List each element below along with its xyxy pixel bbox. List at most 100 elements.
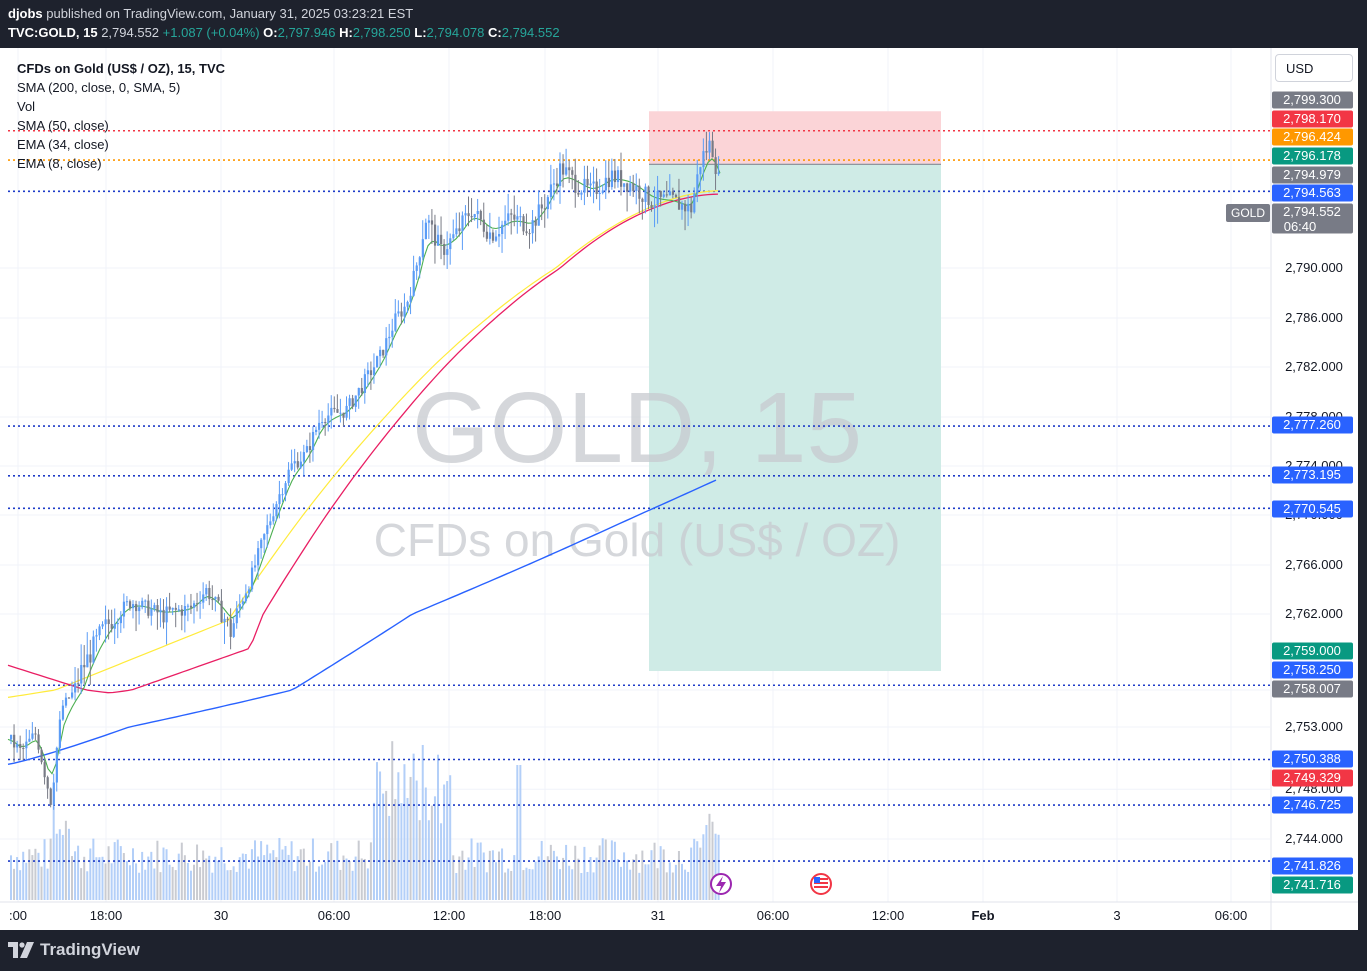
- volume-bar: [559, 869, 561, 900]
- candle: [241, 597, 244, 610]
- candle: [498, 216, 501, 248]
- volume-bar: [110, 863, 113, 900]
- candle: [238, 594, 241, 618]
- volume-bar: [620, 866, 622, 900]
- candle: [55, 746, 58, 792]
- candle: [360, 377, 363, 397]
- volume-bar: [409, 776, 412, 900]
- candle: [159, 598, 162, 628]
- volume-bar: [202, 850, 205, 900]
- legend-item-ema34[interactable]: EMA (34, close): [17, 137, 109, 152]
- candle: [677, 178, 681, 210]
- candle: [324, 418, 327, 436]
- candle: [281, 488, 284, 503]
- candle: [653, 186, 656, 228]
- candle: [662, 190, 665, 199]
- candle-body: [254, 565, 257, 568]
- volume-bar: [379, 771, 382, 900]
- candle: [113, 608, 116, 644]
- candle-body: [705, 151, 708, 153]
- legend-item-ema8[interactable]: EMA (8, close): [17, 156, 102, 171]
- candle-body: [10, 734, 13, 740]
- candle-body: [311, 431, 315, 451]
- candle: [305, 439, 309, 454]
- candle-body: [339, 412, 342, 414]
- volume-bar: [623, 852, 626, 900]
- candle-body: [501, 224, 504, 234]
- currency-selector[interactable]: USD: [1275, 54, 1353, 82]
- volume-bar: [318, 866, 321, 900]
- price-label-text: 2,794.979: [1283, 167, 1341, 182]
- price-label: 2,770.545: [1272, 500, 1353, 518]
- candle-body: [269, 521, 272, 526]
- open-label: O:: [263, 25, 278, 40]
- symbol-tag: GOLD: [1226, 204, 1270, 222]
- candle: [430, 209, 434, 244]
- candle: [397, 300, 400, 317]
- legend-item-sma200[interactable]: SMA (200, close, 0, SMA, 5): [17, 80, 181, 95]
- candle-body: [174, 607, 177, 610]
- time-axis: :00 18:00 30 06:00 12:00 18:00 31 06:00 12:00 Feb…: [9, 908, 1247, 923]
- legend-item-vol[interactable]: Vol: [17, 99, 36, 114]
- volume-bar: [150, 851, 153, 900]
- candle-body: [193, 603, 196, 608]
- candle-body: [494, 236, 498, 241]
- candle: [330, 395, 333, 429]
- candle: [119, 611, 122, 633]
- volume-bar: [635, 854, 638, 900]
- volume-bar: [339, 869, 342, 900]
- candle-body: [144, 600, 147, 602]
- candle: [641, 197, 644, 220]
- brand-text: TradingView: [40, 940, 140, 959]
- volume-bar: [403, 764, 406, 900]
- price-label: 2,777.260: [1272, 416, 1353, 434]
- candle-body: [211, 599, 214, 601]
- candle-body: [272, 516, 275, 522]
- price-tick-label: 2,753.000: [1285, 719, 1343, 734]
- volume-bar: [171, 866, 174, 900]
- candle: [415, 262, 418, 280]
- price-label-text: 2,773.195: [1283, 467, 1341, 482]
- take-profit-zone[interactable]: [649, 164, 941, 671]
- candle-body: [321, 422, 324, 424]
- legend-item-sma50[interactable]: SMA (50, close): [17, 118, 109, 133]
- price-label: 2,741.826: [1272, 857, 1353, 875]
- volume-bar: [293, 871, 296, 900]
- volume-bar: [427, 820, 430, 900]
- publisher-name[interactable]: djobs: [8, 6, 43, 21]
- us-flag-event-icon[interactable]: [810, 873, 832, 895]
- volume-bar: [668, 862, 671, 900]
- candle: [327, 403, 330, 432]
- candle-body: [537, 204, 540, 226]
- volume-bar: [40, 866, 43, 900]
- candle-body: [595, 181, 598, 194]
- candle-body: [437, 234, 440, 246]
- stop-loss-zone[interactable]: [649, 111, 941, 164]
- price-label: 2,773.195: [1272, 466, 1353, 484]
- candle-body: [504, 220, 507, 225]
- volume-bar: [629, 869, 632, 900]
- candle-body: [403, 306, 406, 317]
- candle-body: [223, 618, 226, 623]
- candle: [46, 775, 49, 799]
- candle: [141, 597, 144, 610]
- earnings-event-icon[interactable]: [710, 873, 732, 895]
- candle-body: [485, 231, 488, 239]
- candle-body: [391, 330, 394, 337]
- volume-bar: [235, 871, 238, 900]
- candle-body: [376, 356, 379, 368]
- position-tool: [649, 111, 941, 671]
- legend-title[interactable]: CFDs on Gold (US$ / OZ), 15, TVC: [17, 61, 226, 76]
- candle-body: [513, 214, 516, 220]
- volume-bar: [128, 865, 131, 900]
- candle-body: [165, 606, 168, 623]
- candle: [351, 394, 354, 410]
- price-label-bg: [1272, 147, 1353, 165]
- candle-body: [366, 370, 370, 375]
- volume-bar: [525, 867, 528, 900]
- candle-body: [476, 210, 479, 215]
- candle: [311, 426, 315, 462]
- tradingview-logo[interactable]: TradingView: [8, 940, 140, 960]
- candle-body: [16, 743, 19, 748]
- candle: [571, 166, 574, 190]
